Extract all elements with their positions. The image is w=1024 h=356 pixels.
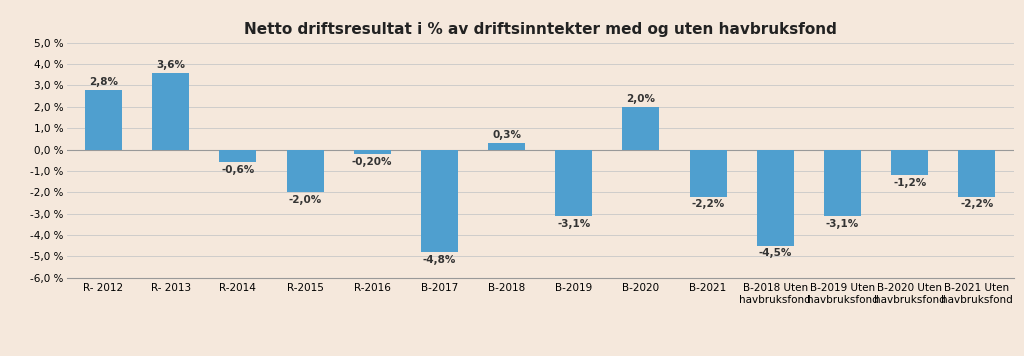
Text: -2,2%: -2,2% (691, 199, 725, 209)
Bar (555, 150, 592, 216)
Bar (891, 150, 928, 175)
Text: 0,3%: 0,3% (493, 130, 521, 140)
Bar (287, 150, 324, 192)
Text: -4,8%: -4,8% (423, 255, 456, 265)
Text: 2,8%: 2,8% (89, 77, 118, 87)
Text: 2,0%: 2,0% (627, 94, 655, 104)
Bar (219, 150, 256, 162)
Text: -3,1%: -3,1% (557, 219, 591, 229)
Text: -3,1%: -3,1% (825, 219, 859, 229)
Text: -1,2%: -1,2% (893, 178, 927, 188)
Title: Netto driftsresultat i % av driftsinntekter med og uten havbruksfond: Netto driftsresultat i % av driftsinntek… (244, 22, 837, 37)
Text: -4,5%: -4,5% (759, 248, 792, 258)
Bar (824, 150, 861, 216)
Text: -2,2%: -2,2% (961, 199, 993, 209)
Text: -0,20%: -0,20% (352, 157, 392, 167)
Text: -0,6%: -0,6% (221, 165, 255, 175)
Bar (421, 150, 458, 252)
Bar (488, 143, 525, 150)
Bar (85, 90, 122, 150)
Text: 3,6%: 3,6% (157, 60, 185, 70)
Text: -2,0%: -2,0% (289, 195, 322, 205)
Bar (353, 150, 391, 154)
Bar (153, 73, 189, 150)
Bar (689, 150, 727, 197)
Bar (958, 150, 995, 197)
Bar (757, 150, 794, 246)
Bar (623, 107, 659, 150)
